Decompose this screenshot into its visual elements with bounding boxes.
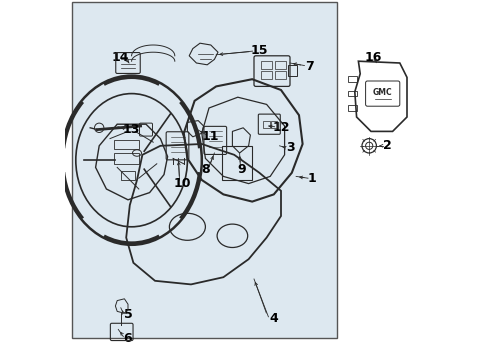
Bar — [275, 61, 286, 69]
Bar — [114, 153, 139, 164]
Bar — [114, 140, 139, 149]
Bar — [261, 61, 272, 69]
Text: 12: 12 — [272, 121, 290, 134]
Bar — [121, 171, 135, 180]
Bar — [271, 121, 277, 128]
Text: 2: 2 — [383, 139, 392, 152]
Text: 8: 8 — [201, 163, 210, 176]
Text: 13: 13 — [123, 123, 140, 136]
Text: 16: 16 — [364, 51, 382, 64]
Bar — [261, 71, 272, 79]
Bar — [288, 65, 297, 76]
Text: 6: 6 — [123, 332, 132, 345]
Text: 7: 7 — [305, 60, 314, 73]
Text: 5: 5 — [123, 309, 132, 321]
Bar — [263, 121, 270, 128]
Bar — [72, 2, 337, 338]
Text: 4: 4 — [270, 312, 278, 325]
Text: 1: 1 — [307, 172, 316, 185]
Text: 9: 9 — [237, 163, 245, 176]
Text: 3: 3 — [286, 141, 294, 154]
Bar — [347, 76, 357, 82]
Bar — [347, 105, 357, 111]
Text: 14: 14 — [112, 51, 129, 64]
Bar — [275, 71, 286, 79]
Bar — [221, 146, 252, 180]
Text: 11: 11 — [202, 130, 220, 143]
Text: GMC: GMC — [373, 88, 392, 97]
Text: 10: 10 — [173, 177, 191, 190]
Text: 15: 15 — [251, 44, 268, 57]
Bar — [347, 91, 357, 96]
